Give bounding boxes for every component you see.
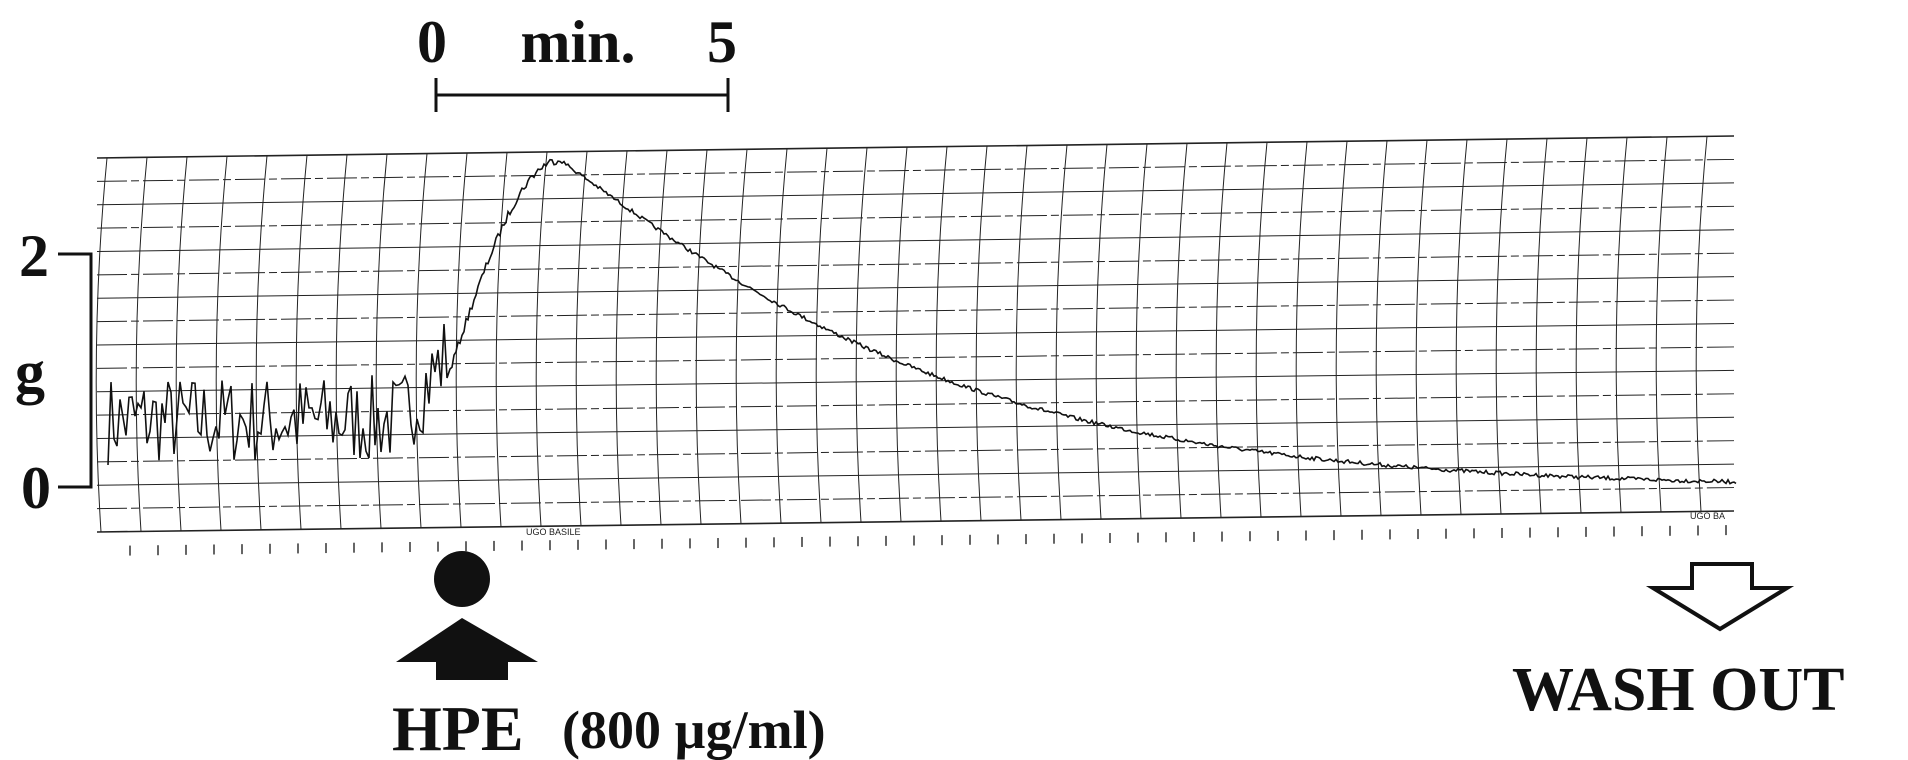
grid-line (96, 158, 1735, 182)
grid-line (96, 182, 1735, 206)
recorder-label: UGO BA (1690, 511, 1725, 521)
drug-arrow (396, 618, 538, 680)
grid-line (1335, 141, 1348, 516)
grid-line (735, 149, 748, 524)
grid-line (335, 154, 348, 529)
grid-line (375, 154, 388, 529)
grid-line (1655, 136, 1668, 512)
grid-line (1455, 139, 1468, 515)
wash-arrow (1645, 562, 1795, 632)
grid-line (175, 156, 188, 531)
drug-dot (434, 551, 490, 607)
time-start: 0 (417, 9, 447, 75)
force-unit: g (15, 339, 45, 405)
grid-line (855, 147, 868, 523)
grid-line (96, 487, 1735, 510)
grid-line (415, 153, 428, 528)
grid-line (96, 393, 1735, 416)
grid-line (96, 440, 1735, 463)
grid-line (96, 135, 1735, 159)
grid-line (935, 146, 948, 522)
wash-label: WASH OUT (1512, 656, 1844, 724)
grid-line (1175, 143, 1188, 519)
recorder-label: UGO BASILE (526, 527, 581, 537)
grid-line (655, 150, 668, 525)
grid-line (215, 156, 228, 531)
grid-line (1135, 143, 1148, 519)
grid-line (1295, 141, 1308, 517)
grid-line (495, 152, 508, 527)
grid-line (1695, 136, 1708, 512)
trace (107, 158, 1737, 485)
grid-line (1615, 137, 1628, 513)
grid-line (96, 229, 1735, 252)
grid-line (96, 510, 1735, 533)
force-top: 2 (19, 223, 49, 289)
time-bar (434, 78, 730, 112)
grid-line (1015, 145, 1028, 521)
grid-line (1095, 144, 1108, 520)
grid-line (295, 155, 308, 530)
grid-line (975, 145, 988, 521)
grid-line (95, 157, 108, 532)
time-unit: min. (520, 9, 635, 75)
grid-line (96, 252, 1735, 276)
grid-line (1055, 144, 1068, 520)
grid-line (895, 147, 908, 522)
grid-line (575, 151, 588, 526)
grid-line (535, 151, 548, 527)
grid-line (96, 205, 1735, 229)
grid-line (96, 299, 1735, 323)
grid-line (615, 150, 628, 526)
grid-line (255, 155, 268, 530)
grid-line (1375, 140, 1388, 516)
grid-line (135, 157, 148, 532)
grid-line (96, 369, 1735, 393)
time-end: 5 (707, 9, 737, 75)
grid-line (96, 323, 1735, 346)
grid-line (775, 148, 788, 524)
grid-line (695, 149, 708, 525)
chart-paper (95, 135, 1735, 556)
grid-line (1495, 139, 1508, 514)
concentration-label: (800 µg/ml) (562, 700, 826, 760)
grid-line (1215, 142, 1228, 518)
grid-line (1575, 137, 1588, 513)
force-bar (58, 252, 93, 489)
drug-label: HPE (392, 693, 524, 760)
grid-line (96, 346, 1735, 369)
grid-line (455, 152, 468, 528)
force-bottom: 0 (21, 455, 51, 521)
grid-line (1415, 140, 1428, 515)
grid-line (96, 276, 1735, 299)
grid-line (96, 463, 1735, 486)
grid-line (1535, 138, 1548, 514)
grid-line (1255, 142, 1268, 518)
grid-line (815, 148, 828, 523)
